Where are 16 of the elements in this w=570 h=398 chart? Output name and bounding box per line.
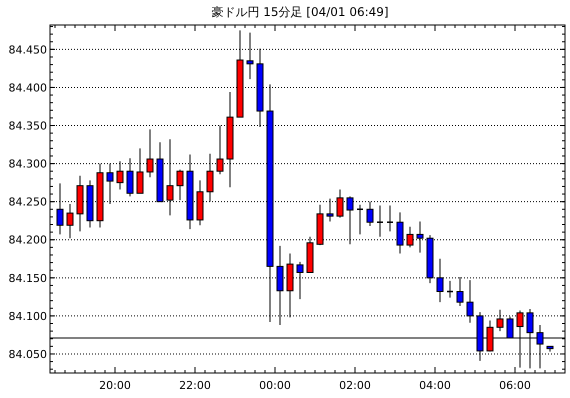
- y-tick-label: 84.450: [8, 43, 47, 56]
- chart-title: 豪ドル円 15分足 [04/01 06:49]: [211, 5, 389, 19]
- y-tick-label: 84.100: [8, 310, 47, 323]
- y-tick-label: 84.350: [8, 120, 47, 133]
- y-tick-label: 84.300: [8, 158, 47, 171]
- x-tick-label: 00:00: [259, 379, 291, 392]
- y-tick-label: 84.200: [8, 234, 47, 247]
- y-tick-label: 84.150: [8, 272, 47, 285]
- y-tick-label: 84.250: [8, 196, 47, 209]
- x-tick-label: 20:00: [99, 379, 131, 392]
- x-tick-label: 02:00: [339, 379, 371, 392]
- x-tick-label: 06:00: [499, 379, 531, 392]
- y-tick-label: 84.050: [8, 348, 47, 361]
- y-tick-label: 84.400: [8, 81, 47, 94]
- x-tick-label: 04:00: [419, 379, 451, 392]
- x-tick-label: 22:00: [179, 379, 211, 392]
